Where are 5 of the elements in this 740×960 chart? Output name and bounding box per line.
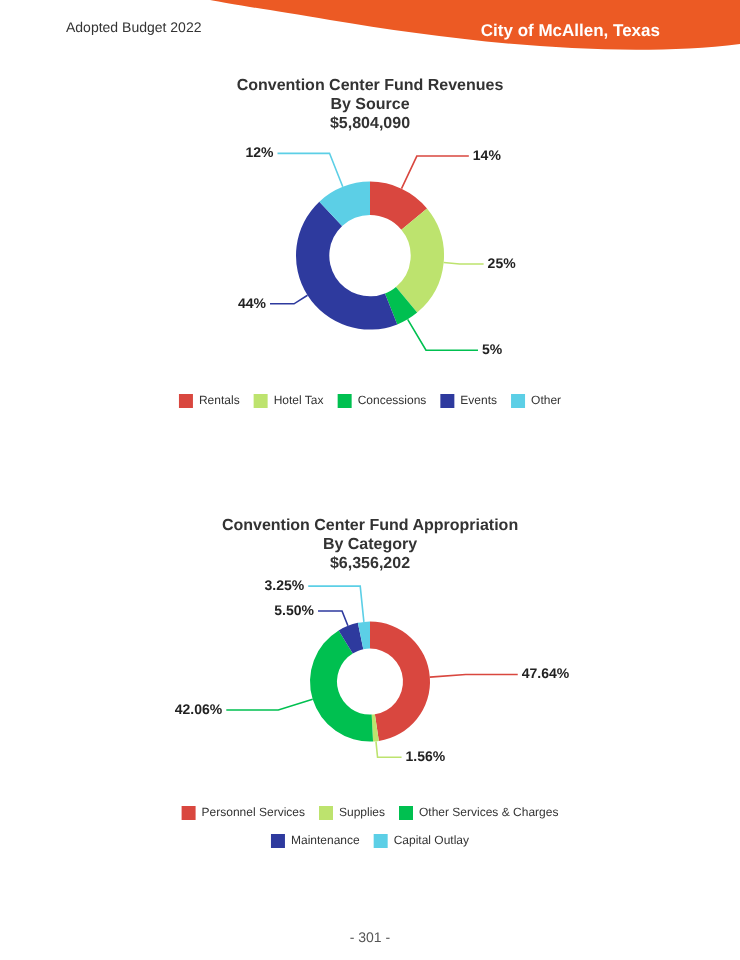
- chart-subtitle: $5,804,090: [329, 114, 412, 133]
- chart-subtitle: $6,356,202: [329, 554, 412, 573]
- text: City of McAllen, Texas: [480, 20, 660, 40]
- chart-title: Convention Center Fund Revenues By Source: [236, 76, 505, 114]
- chart-title: Convention Center Fund Appropriation By Category: [221, 516, 519, 554]
